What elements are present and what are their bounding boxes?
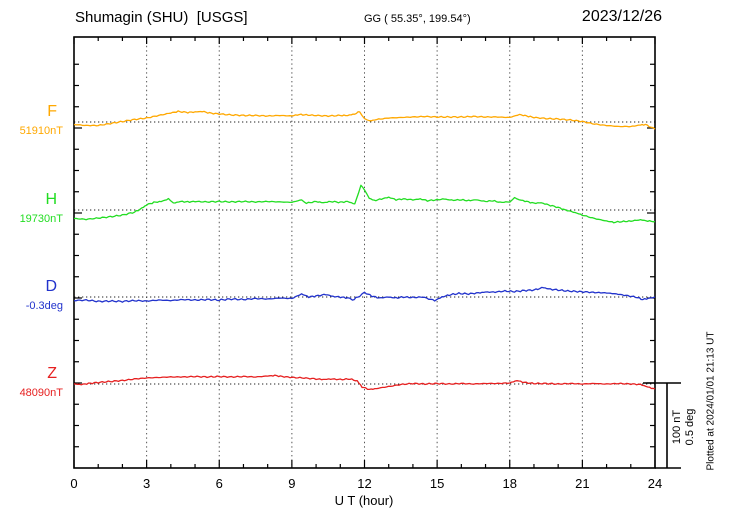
channel-label-z: Z <box>47 365 57 382</box>
plot-date: 2023/12/26 <box>581 8 662 25</box>
scale-bar-deg-label: 0.5 deg <box>684 408 696 446</box>
x-tick-label: 12 <box>357 476 372 491</box>
channel-baseline-value-z: 48090nT <box>19 387 63 399</box>
x-tick-label: 18 <box>502 476 517 491</box>
scale-bar-label: 100 nT 0.5 deg <box>671 409 697 446</box>
trace-z <box>73 374 656 391</box>
trace-h <box>73 184 656 224</box>
plot-timestamp-note: Plotted at 2024/01/01 21:13 UT <box>705 331 717 471</box>
channel-label-d: D <box>45 278 57 295</box>
geographic-coordinates: GG ( 55.35°, 199.54°) <box>364 13 471 25</box>
channel-baseline-value-h: 19730nT <box>19 213 63 225</box>
x-axis-label: U T (hour) <box>334 493 394 508</box>
trace-d <box>73 286 656 303</box>
trace-f <box>73 110 656 130</box>
scale-bar-nt-label: 100 nT <box>671 409 683 445</box>
x-tick-label: 3 <box>143 476 151 491</box>
x-tick-label: 15 <box>429 476 445 491</box>
observatory-title: Shumagin (SHU) [USGS] <box>75 9 248 26</box>
x-tick-label: 24 <box>647 476 663 491</box>
channel-label-h: H <box>45 191 57 208</box>
x-tick-label: 0 <box>70 476 78 491</box>
channel-baseline-value-f: 51910nT <box>19 125 63 137</box>
x-tick-label: 9 <box>288 476 296 491</box>
channel-baseline-value-d: -0.3deg <box>25 300 63 312</box>
x-tick-label: 21 <box>575 476 590 491</box>
channel-label-f: F <box>47 103 57 120</box>
x-tick-label: 6 <box>215 476 223 491</box>
